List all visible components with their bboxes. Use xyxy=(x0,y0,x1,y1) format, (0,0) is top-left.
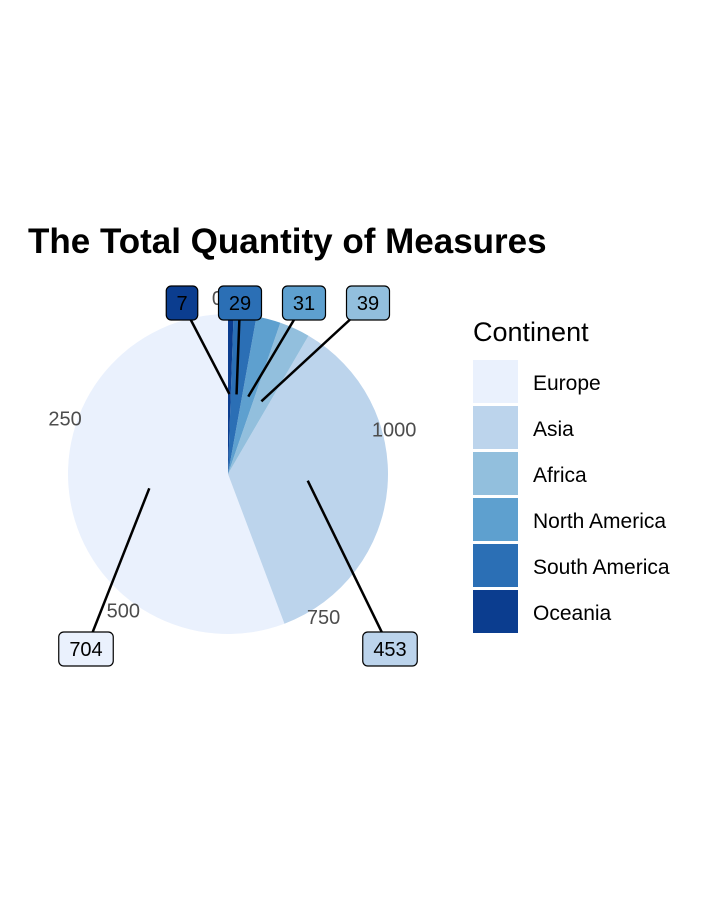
angle-tick-label: 1000 xyxy=(372,419,417,441)
legend: Continent Europe Asia Africa North America S… xyxy=(473,317,670,633)
pie-slice-oceania xyxy=(228,314,234,474)
angle-tick-label: 750 xyxy=(307,607,340,629)
data-label-box-oceania xyxy=(165,285,199,321)
data-label-asia: 453 xyxy=(373,639,406,661)
legend-title: Continent xyxy=(473,317,589,347)
angle-tick-label: 500 xyxy=(107,600,140,622)
legend-swatch-south-america xyxy=(473,544,518,587)
data-label-box-north-america xyxy=(281,285,327,321)
chart-title: The Total Quantity of Measures xyxy=(28,222,547,261)
leader-line-europe xyxy=(84,487,151,650)
data-label-box-south-america xyxy=(217,285,263,321)
pie-slice-asia xyxy=(228,335,389,624)
data-label-box-europe xyxy=(58,631,114,667)
data-label-africa: 39 xyxy=(357,293,379,315)
data-label-oceania: 7 xyxy=(176,293,187,315)
legend-swatch-asia xyxy=(473,406,518,449)
legend-label-oceania: Oceania xyxy=(533,602,612,625)
legend-label-asia: Asia xyxy=(533,418,574,441)
data-label-south-america: 29 xyxy=(229,293,251,315)
angle-axis-ticks: 250500750100000 xyxy=(48,288,416,629)
data-label-box-africa xyxy=(345,285,391,321)
pie-slice-south-america xyxy=(228,314,257,474)
pie-slice-north-america xyxy=(228,316,281,474)
data-label-box-asia xyxy=(362,631,418,667)
legend-label-north-america: North America xyxy=(533,510,666,533)
data-labels: 704 453 39 31 29 7 xyxy=(58,285,418,667)
legend-label-africa: Africa xyxy=(533,464,587,487)
angle-tick-label: 250 xyxy=(48,409,81,431)
data-label-europe: 704 xyxy=(69,639,102,661)
data-label-north-america: 31 xyxy=(293,293,315,315)
leader-line-asia xyxy=(306,480,392,650)
legend-swatch-africa xyxy=(473,452,518,495)
pie-slices xyxy=(68,314,389,634)
legend-swatch-europe xyxy=(473,360,518,403)
legend-items: Europe Asia Africa North America South Ameri… xyxy=(473,360,670,633)
legend-swatch-oceania xyxy=(473,590,518,633)
legend-label-south-america: South America xyxy=(533,556,670,579)
legend-swatch-north-america xyxy=(473,498,518,541)
legend-label-europe: Europe xyxy=(533,372,601,395)
pie-slice-africa xyxy=(228,322,309,474)
